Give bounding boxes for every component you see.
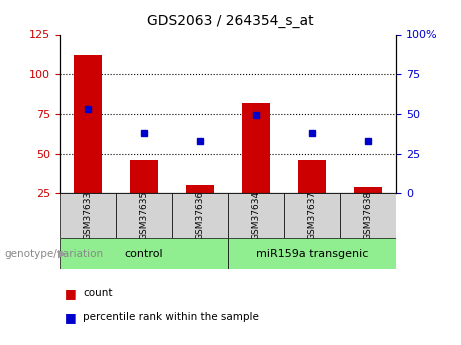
FancyBboxPatch shape — [60, 193, 116, 238]
Text: percentile rank within the sample: percentile rank within the sample — [83, 313, 259, 322]
Text: ▶: ▶ — [58, 249, 66, 258]
FancyBboxPatch shape — [172, 193, 228, 238]
Bar — [130, 160, 158, 193]
Text: GSM37636: GSM37636 — [195, 191, 205, 240]
FancyBboxPatch shape — [228, 193, 284, 238]
Text: GSM37633: GSM37633 — [83, 191, 93, 240]
FancyBboxPatch shape — [228, 238, 396, 269]
FancyBboxPatch shape — [60, 238, 228, 269]
Bar — [242, 103, 270, 193]
Bar — [355, 187, 383, 193]
Bar — [298, 160, 326, 193]
Bar — [74, 55, 102, 193]
Text: GDS2063 / 264354_s_at: GDS2063 / 264354_s_at — [147, 14, 314, 28]
Text: genotype/variation: genotype/variation — [5, 249, 104, 258]
FancyBboxPatch shape — [340, 193, 396, 238]
FancyBboxPatch shape — [116, 193, 172, 238]
Text: count: count — [83, 288, 112, 298]
Text: GSM37637: GSM37637 — [308, 191, 317, 240]
Text: ■: ■ — [65, 287, 76, 300]
Text: GSM37635: GSM37635 — [140, 191, 148, 240]
Text: control: control — [125, 249, 163, 258]
FancyBboxPatch shape — [284, 193, 340, 238]
Text: GSM37638: GSM37638 — [364, 191, 373, 240]
Text: miR159a transgenic: miR159a transgenic — [256, 249, 368, 258]
Text: ■: ■ — [65, 311, 76, 324]
Bar — [186, 185, 214, 193]
Text: GSM37634: GSM37634 — [252, 191, 261, 240]
